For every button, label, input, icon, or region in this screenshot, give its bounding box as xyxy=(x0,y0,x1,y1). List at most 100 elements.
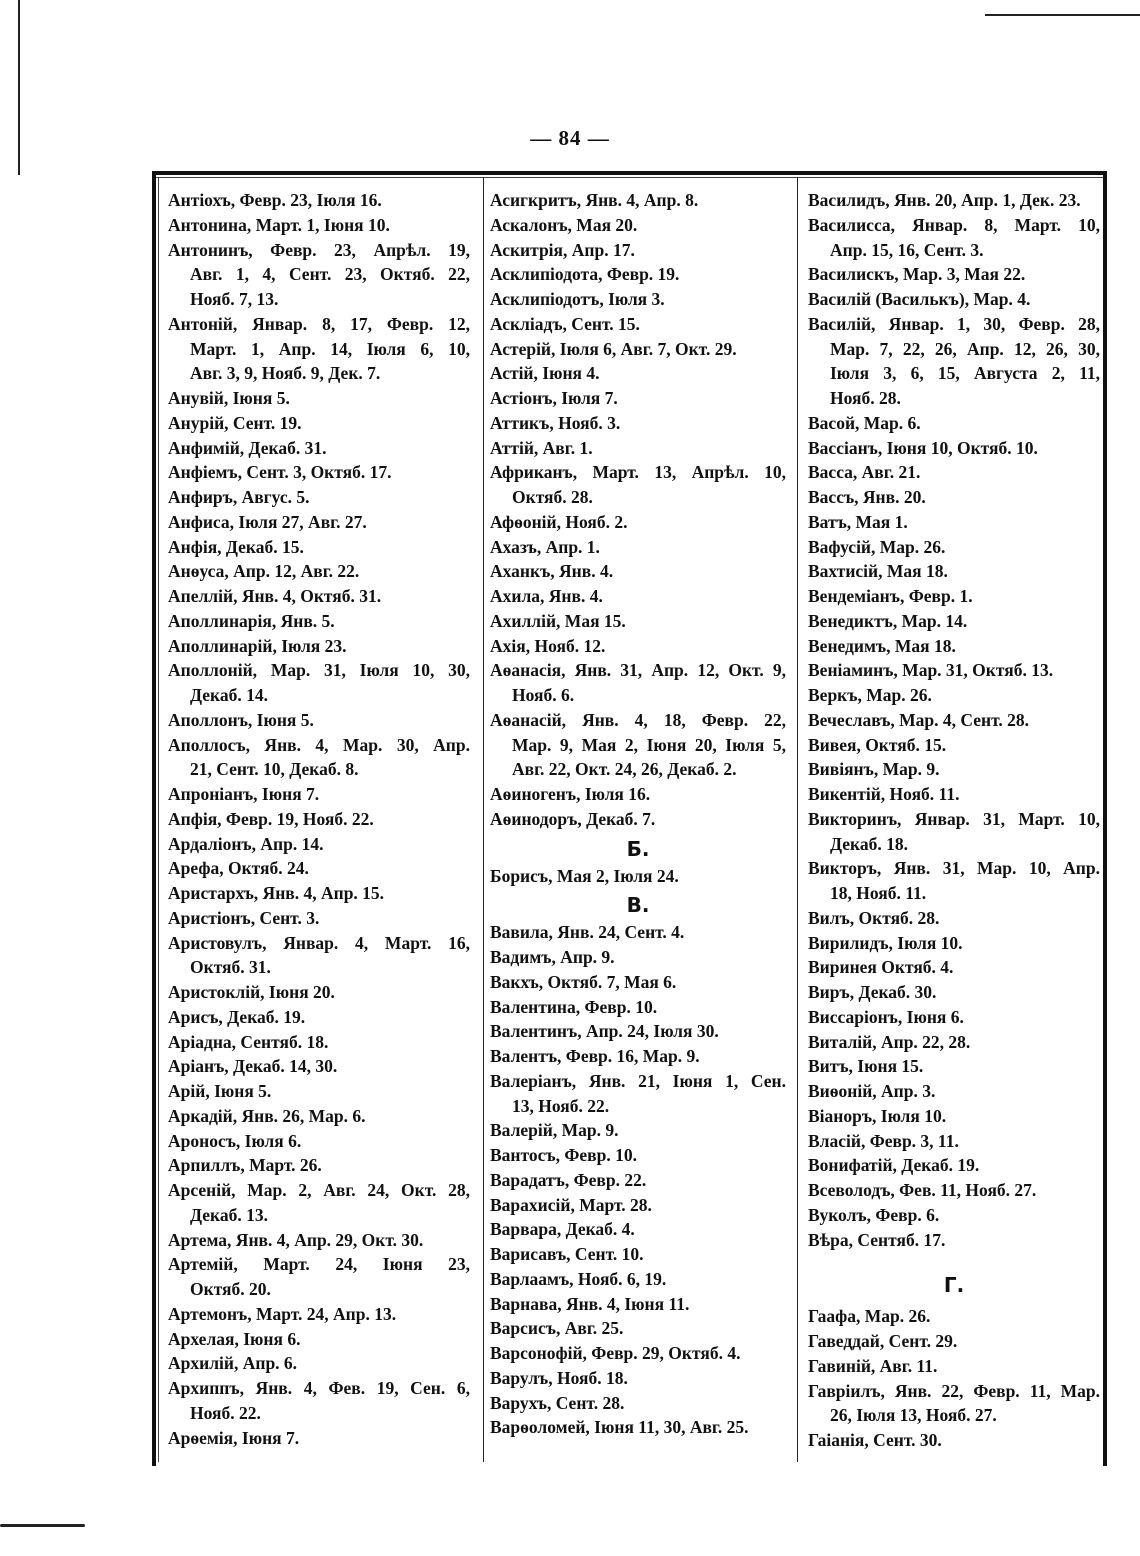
name-day-entry: Арій, Іюня 5. xyxy=(168,1079,470,1104)
name-day-entry: Анфиса, Іюля 27, Авг. 27. xyxy=(168,510,470,535)
entry-line: Вассъ, Янв. 20. xyxy=(808,487,926,507)
entry-line: Вахтисій, Мая 18. xyxy=(808,561,948,582)
name-day-entry: Вахтисій, Мая 18. xyxy=(808,559,1100,584)
entry-line: Викентій, Нояб. 11. xyxy=(808,784,960,804)
name-day-entry: Аполлинарій, Іюля 23. xyxy=(168,634,470,659)
name-day-entry: Гаіанія, Сент. 30. xyxy=(808,1428,1100,1453)
name-day-entry: Вантосъ, Февр. 10. xyxy=(490,1143,786,1168)
entry-line: Аристархъ, Янв. 4, Апр. 15. xyxy=(168,883,385,903)
entry-line: Вивіянъ, Мар. 9. xyxy=(808,759,940,780)
entry-line: Вакхъ, Октяб. 7, Мая 6. xyxy=(490,971,677,992)
entry-continuation-line: Нояб. 22. xyxy=(190,1402,261,1423)
entry-line: Варухъ, Сент. 28. xyxy=(490,1392,625,1413)
name-day-entry: Анфимій, Декаб. 31. xyxy=(168,436,470,461)
entry-line: Вечеславъ, Мар. 4, Сент. 28. xyxy=(808,709,1030,730)
entry-continuation-line: Нояб. 7, 13. xyxy=(190,289,279,309)
entry-line: Аполлинарія, Янв. 5. xyxy=(168,610,335,631)
name-day-entry: Архелая, Іюня 6. xyxy=(168,1327,470,1352)
name-day-entry: Гавріилъ, Янв. 22, Февр. 11, Мар. 26, Іюл… xyxy=(808,1379,1100,1429)
entry-line: Анфиса, Іюля 27, Авг. 27. xyxy=(168,511,367,532)
name-day-entry: Африканъ, Март. 13, Апрѣл. 10, Октяб. 28. xyxy=(490,460,786,510)
name-day-entry: Арпиллъ, Март. 26. xyxy=(168,1153,470,1178)
name-day-entry: Архилій, Апр. 6. xyxy=(168,1351,470,1376)
entry-line: Аскліадъ, Сент. 15. xyxy=(490,313,640,334)
entry-line: Артема, Янв. 4, Апр. 29, Окт. 30. xyxy=(168,1229,424,1250)
entry-line: Валентъ, Февр. 16, Мар. 9. xyxy=(490,1046,700,1066)
name-day-entry: Аскліадъ, Сент. 15. xyxy=(490,312,786,337)
name-day-entry: Анфіемъ, Сент. 3, Октяб. 17. xyxy=(168,460,470,485)
entry-line: Астій, Іюня 4. xyxy=(490,363,600,384)
entry-line: Архилій, Апр. 6. xyxy=(168,1353,298,1374)
entry-line: Аѳиногенъ, Іюля 16. xyxy=(490,784,651,804)
name-day-entry: Анфиръ, Авгус. 5. xyxy=(168,485,470,510)
name-day-entry: Венедимъ, Мая 18. xyxy=(808,634,1100,659)
name-day-entry: Анфія, Декаб. 15. xyxy=(168,535,470,560)
entry-line: Василій, Январ. 1, 30, Февр. 28, xyxy=(808,313,1100,334)
name-day-entry: Аристоклій, Іюня 20. xyxy=(168,980,470,1005)
entry-line: Василисса, Январ. 8, Март. 10, xyxy=(808,214,1100,235)
entry-continuation-line: Авг. 1, 4, Сент. 23, Октяб. 22, xyxy=(190,264,470,285)
name-day-entry: Венедиктъ, Мар. 14. xyxy=(808,609,1100,634)
entry-continuation-line: Нояб. 28. xyxy=(830,388,901,408)
name-day-entry: Викентій, Нояб. 11. xyxy=(808,782,1100,807)
entry-line: Ахила, Янв. 4. xyxy=(490,586,603,606)
entry-line: Аполлосъ, Янв. 4, Мар. 30, Апр. xyxy=(168,734,470,755)
entry-line: Аѳанасій, Янв. 4, 18, Февр. 22, xyxy=(490,709,786,730)
name-day-entry: Вѣра, Сентяб. 17. xyxy=(808,1228,1100,1253)
name-day-entry: Аристовулъ, Январ. 4, Март. 16, Октяб. 31… xyxy=(168,931,470,981)
name-day-entry: Виѳоній, Апр. 3. xyxy=(808,1079,1100,1104)
entry-line: Валерій, Мар. 9. xyxy=(490,1120,619,1141)
frame-left-rule xyxy=(152,171,156,1466)
entry-line: Ватъ, Мая 1. xyxy=(808,511,908,532)
name-day-entry: Вассъ, Янв. 20. xyxy=(808,485,1100,510)
name-day-entry: Вуколъ, Февр. 6. xyxy=(808,1203,1100,1228)
column-divider xyxy=(797,177,798,1462)
name-day-entry: Витъ, Іюня 15. xyxy=(808,1054,1100,1079)
name-day-entry: Варвара, Декаб. 4. xyxy=(490,1217,786,1242)
name-day-entry: Ахазъ, Апр. 1. xyxy=(490,535,786,560)
entry-line: Варахисій, Март. 28. xyxy=(490,1194,652,1215)
entry-line: Валентинъ, Апр. 24, Іюля 30. xyxy=(490,1021,719,1042)
name-day-entry: Асигкритъ, Янв. 4, Апр. 8. xyxy=(490,188,786,213)
name-day-entry: Вивея, Октяб. 15. xyxy=(808,733,1100,758)
entry-line: Веркъ, Мар. 26. xyxy=(808,685,932,705)
entry-continuation-line: Декаб. 18. xyxy=(830,833,908,854)
entry-line: Вуколъ, Февр. 6. xyxy=(808,1204,940,1225)
entry-line: Гавріилъ, Янв. 22, Февр. 11, Мар. xyxy=(808,1380,1100,1401)
entry-line: Віаноръ, Іюля 10. xyxy=(808,1105,947,1126)
entry-continuation-line: Октяб. 28. xyxy=(512,487,593,507)
name-day-entry: Аристіонъ, Сент. 3. xyxy=(168,906,470,931)
entry-line: Варадатъ, Февр. 22. xyxy=(490,1169,647,1190)
name-day-entry: Василискъ, Мар. 3, Мая 22. xyxy=(808,262,1100,287)
name-day-entry: Валентина, Февр. 10. xyxy=(490,995,786,1020)
entry-line: Ахазъ, Апр. 1. xyxy=(490,536,600,557)
scan-artifact xyxy=(985,14,1140,16)
name-day-entry: Анурій, Сент. 19. xyxy=(168,411,470,436)
entry-line: Африканъ, Март. 13, Апрѣл. 10, xyxy=(490,462,786,483)
entry-line: Аскалонъ, Мая 20. xyxy=(490,214,638,235)
name-day-entry: Гаафа, Мар. 26. xyxy=(808,1304,1100,1329)
entry-line: Аристовулъ, Январ. 4, Март. 16, xyxy=(168,932,470,953)
name-day-entry: Виталій, Апр. 22, 28. xyxy=(808,1030,1100,1055)
entry-continuation-line: Декаб. 13. xyxy=(190,1204,268,1225)
name-day-entry: Антонинъ, Февр. 23, Апрѣл. 19, Авг. 1, 4,… xyxy=(168,238,470,312)
entry-line: Анфія, Декаб. 15. xyxy=(168,536,304,557)
name-day-entry: Вилъ, Октяб. 28. xyxy=(808,906,1100,931)
entry-line: Викторъ, Янв. 31, Мар. 10, Апр. xyxy=(808,858,1100,879)
entry-line: Виѳоній, Апр. 3. xyxy=(808,1081,936,1101)
entry-line: Асигкритъ, Янв. 4, Апр. 8. xyxy=(490,190,699,210)
entry-continuation-line: 18, Нояб. 11. xyxy=(830,883,927,903)
entry-continuation-line: Октяб. 31. xyxy=(190,957,271,978)
name-day-entry: Аттикъ, Нояб. 3. xyxy=(490,411,786,436)
column-1: Антіохъ, Февр. 23, Іюля 16. Антонина, Мар… xyxy=(168,188,470,1450)
entry-continuation-line: Мар. 7, 22, 26, Апр. 12, 26, 30, xyxy=(830,338,1100,359)
name-day-entry: Вафусій, Мар. 26. xyxy=(808,535,1100,560)
entry-line: Антіохъ, Февр. 23, Іюля 16. xyxy=(168,190,382,210)
name-day-entry: Вадимъ, Апр. 9. xyxy=(490,945,786,970)
name-day-entry: Валентъ, Февр. 16, Мар. 9. xyxy=(490,1044,786,1069)
entry-line: Василидъ, Янв. 20, Апр. 1, Дек. 23. xyxy=(808,190,1081,210)
name-day-entry: Варахисій, Март. 28. xyxy=(490,1193,786,1218)
name-day-entry: Вечеславъ, Мар. 4, Сент. 28. xyxy=(808,708,1100,733)
entry-line: Гаафа, Мар. 26. xyxy=(808,1306,931,1327)
entry-line: Аттій, Авг. 1. xyxy=(490,437,593,458)
